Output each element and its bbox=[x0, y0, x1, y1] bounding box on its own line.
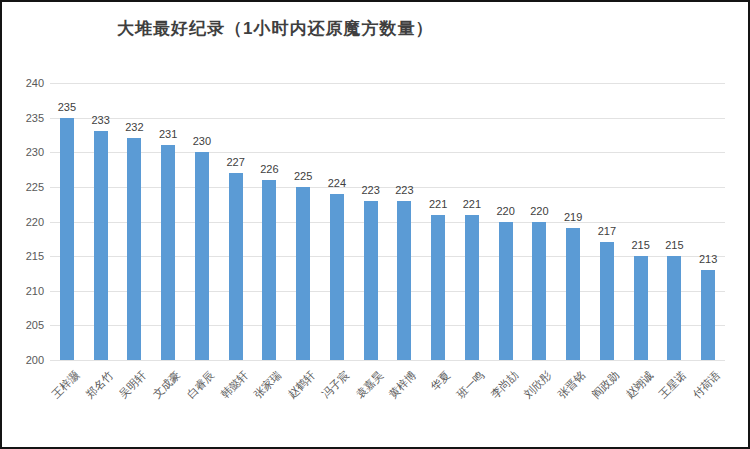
y-axis-tick-label: 240 bbox=[14, 78, 44, 89]
bar-张家瑞 bbox=[262, 180, 276, 360]
x-axis-category-label: 文成豪 bbox=[150, 368, 184, 402]
y-axis-tick-label: 200 bbox=[14, 355, 44, 366]
x-axis-category-label: 王梓灏 bbox=[49, 368, 83, 402]
bar-刘欣彤 bbox=[532, 222, 546, 361]
gridline-y-220 bbox=[50, 222, 725, 223]
chart-title: 大堆最好纪录（1小时内还原魔方数量） bbox=[117, 17, 433, 40]
y-axis-tick-label: 225 bbox=[14, 182, 44, 193]
gridline-y-235 bbox=[50, 118, 725, 119]
bar-value-label: 213 bbox=[688, 253, 728, 265]
x-axis-category-label: 王星诺 bbox=[656, 368, 690, 402]
bar-冯子宸 bbox=[330, 194, 344, 360]
bar-张晋铭 bbox=[566, 228, 580, 360]
x-axis-category-label: 韩懿轩 bbox=[217, 368, 251, 402]
bar-袁嘉昊 bbox=[364, 201, 378, 360]
x-axis-category-label: 郑名竹 bbox=[82, 368, 116, 402]
x-axis-category-label: 赵鹤轩 bbox=[285, 368, 319, 402]
x-axis-category-label: 赵翊诚 bbox=[622, 368, 656, 402]
bar-班一鸣 bbox=[465, 215, 479, 360]
gridline-y-205 bbox=[50, 325, 725, 326]
bar-value-label: 230 bbox=[182, 135, 222, 147]
bar-chart: 大堆最好纪录（1小时内还原魔方数量） 200 205 210 215 220 225 230… bbox=[0, 0, 750, 449]
x-axis-category-label: 吴明轩 bbox=[116, 368, 150, 402]
bar-王星诺 bbox=[667, 256, 681, 360]
bar-李尚劼 bbox=[499, 222, 513, 361]
x-axis-category-label: 付荷语 bbox=[690, 368, 724, 402]
bar-value-label: 235 bbox=[47, 101, 87, 113]
x-axis-category-label: 袁嘉昊 bbox=[352, 368, 386, 402]
bar-付荷语 bbox=[701, 270, 715, 360]
bar-value-label: 223 bbox=[384, 184, 424, 196]
x-axis-category-label: 班一鸣 bbox=[454, 368, 488, 402]
bar-文成豪 bbox=[161, 145, 175, 360]
gridline-y-215 bbox=[50, 256, 725, 257]
x-axis-category-label: 冯子宸 bbox=[319, 368, 353, 402]
x-axis-category-label: 刘欣彤 bbox=[521, 368, 555, 402]
gridline-y-200 bbox=[50, 360, 725, 361]
gridline-y-230 bbox=[50, 152, 725, 153]
bar-阎政勋 bbox=[600, 242, 614, 360]
x-axis-category-label: 华夏 bbox=[428, 368, 454, 394]
x-axis-category-label: 李尚劼 bbox=[487, 368, 521, 402]
bar-郑名竹 bbox=[94, 131, 108, 360]
bar-黄梓博 bbox=[397, 201, 411, 360]
bar-王梓灏 bbox=[60, 118, 74, 360]
bar-白睿辰 bbox=[195, 152, 209, 360]
y-axis-tick-label: 230 bbox=[14, 147, 44, 158]
x-axis-category-label: 张晋铭 bbox=[555, 368, 589, 402]
x-axis-category-label: 黄梓博 bbox=[386, 368, 420, 402]
y-axis-tick-label: 210 bbox=[14, 286, 44, 297]
bar-赵翊诚 bbox=[634, 256, 648, 360]
bar-吴明轩 bbox=[127, 138, 141, 360]
bar-赵鹤轩 bbox=[296, 187, 310, 360]
bar-韩懿轩 bbox=[229, 173, 243, 360]
y-axis-tick-label: 235 bbox=[14, 113, 44, 124]
gridline-y-210 bbox=[50, 291, 725, 292]
x-axis-category-label: 阎政勋 bbox=[589, 368, 623, 402]
bar-value-label: 215 bbox=[654, 239, 694, 251]
y-axis-tick-label: 220 bbox=[14, 217, 44, 228]
x-axis-category-label: 白睿辰 bbox=[184, 368, 218, 402]
gridline-y-240 bbox=[50, 83, 725, 84]
y-axis-tick-label: 215 bbox=[14, 251, 44, 262]
y-axis-tick-label: 205 bbox=[14, 320, 44, 331]
x-axis-category-label: 张家瑞 bbox=[251, 368, 285, 402]
bar-value-label: 219 bbox=[553, 211, 593, 223]
bar-value-label: 217 bbox=[587, 225, 627, 237]
bar-华夏 bbox=[431, 215, 445, 360]
